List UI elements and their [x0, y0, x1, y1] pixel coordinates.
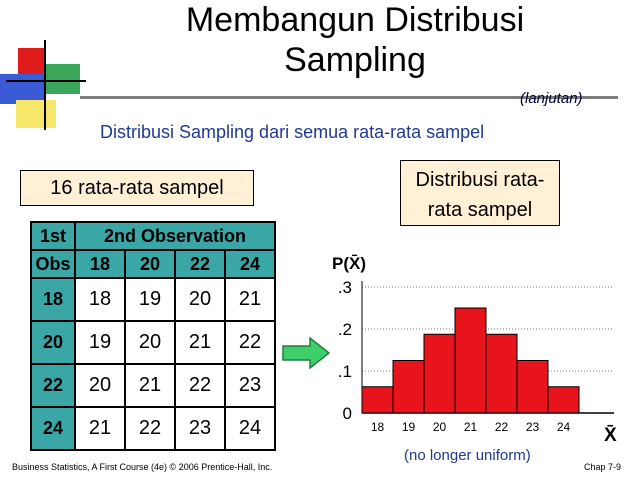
subtitle: Distribusi Sampling dari semua rata-rata… — [100, 122, 485, 142]
table-cell: 22 — [174, 363, 226, 408]
footer-source: Business Statistics, A First Course (4e)… — [12, 462, 273, 472]
x-tick-label: 24 — [557, 420, 571, 434]
table-row: 24 21 22 23 24 — [30, 406, 276, 451]
decorative-logo — [0, 40, 90, 130]
y-axis-label: P(X̄) — [332, 254, 366, 273]
table-cell: 20 — [74, 363, 126, 408]
observation-table: 1st 2nd Observation Obs 18 20 22 24 18 1… — [30, 221, 276, 451]
x-tick-label: 19 — [402, 420, 416, 434]
chart-caption: (no longer uniform) — [404, 447, 531, 464]
column-header: 22 — [174, 249, 226, 279]
footer-page: Chap 7-9 — [584, 462, 622, 472]
bar — [454, 307, 487, 414]
column-header: 20 — [124, 249, 176, 279]
continued-label: (lanjutan) — [520, 90, 583, 107]
table-row: 18 18 19 20 21 — [30, 277, 276, 322]
distribution-label-box: Distribusi rata- rata sampel — [400, 160, 560, 226]
bar — [423, 333, 456, 414]
table-cell: 22 — [224, 320, 276, 365]
table-cell: 24 — [224, 406, 276, 451]
x-axis-label: X̄ — [604, 425, 617, 445]
bar — [361, 386, 394, 414]
sample-count-box: 16 rata-rata sampel — [20, 170, 254, 206]
table-row: 20 19 20 21 22 — [30, 320, 276, 365]
table-cell: 21 — [124, 363, 176, 408]
row-header: 24 — [30, 406, 76, 451]
row-header: 18 — [30, 277, 76, 322]
table-cell: 23 — [174, 406, 226, 451]
x-tick-label: 21 — [464, 420, 478, 434]
corner-header-bottom: Obs — [30, 249, 76, 279]
table-cell: 20 — [174, 277, 226, 322]
table-cell: 21 — [224, 277, 276, 322]
column-header: 18 — [74, 249, 126, 279]
x-tick-label: 18 — [371, 420, 385, 434]
x-tick-label: 23 — [526, 420, 540, 434]
table-cell: 19 — [74, 320, 126, 365]
y-tick-label: 0 — [343, 404, 352, 423]
bar — [516, 360, 549, 414]
y-tick-label: .1 — [338, 362, 352, 381]
sampling-distribution-chart: .3 .2 .1 0 18 19 20 21 22 23 24 P(X̄) X̄ — [332, 254, 617, 445]
y-tick-label: .2 — [338, 320, 352, 339]
right-arrow-icon — [282, 337, 330, 369]
bar — [547, 386, 580, 414]
corner-header-top: 1st — [30, 221, 76, 251]
table-cell: 18 — [74, 277, 126, 322]
row-header: 20 — [30, 320, 76, 365]
x-tick-label: 20 — [433, 420, 447, 434]
table-cell: 21 — [74, 406, 126, 451]
column-header: 24 — [224, 249, 276, 279]
table-cell: 19 — [124, 277, 176, 322]
bar — [392, 360, 425, 414]
bar — [485, 333, 518, 414]
table-cell: 20 — [124, 320, 176, 365]
table-row: 22 20 21 22 23 — [30, 363, 276, 408]
group-header: 2nd Observation — [74, 221, 276, 251]
table-cell: 22 — [124, 406, 176, 451]
y-tick-label: .3 — [338, 278, 352, 297]
table-cell: 21 — [174, 320, 226, 365]
page-title: Membangun Distribusi Sampling — [185, 1, 525, 79]
row-header: 22 — [30, 363, 76, 408]
table-cell: 23 — [224, 363, 276, 408]
title-rule — [80, 96, 618, 99]
x-tick-label: 22 — [495, 420, 509, 434]
